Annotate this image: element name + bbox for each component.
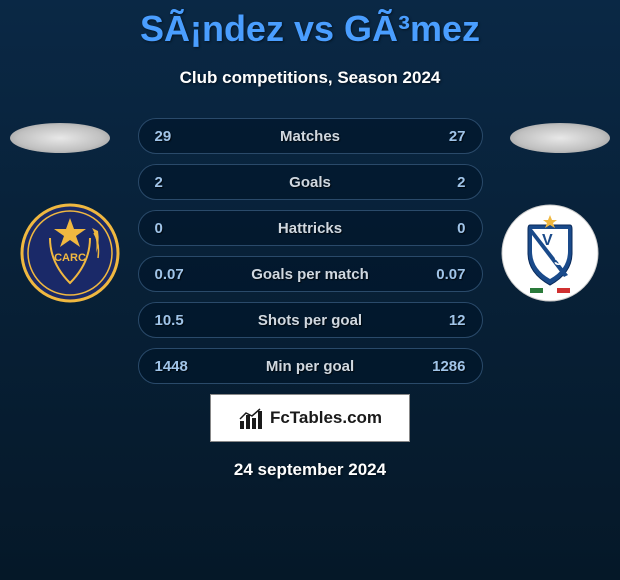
logo-text: FcTables.com [270, 408, 382, 428]
content-area: CARC V S 29 Matches 27 2 Goals 2 [0, 118, 620, 480]
stat-left-value: 1448 [155, 358, 215, 375]
stat-right-value: 27 [406, 128, 466, 145]
stat-left-value: 0 [155, 220, 215, 237]
stat-label: Goals [289, 174, 331, 191]
subtitle: Club competitions, Season 2024 [0, 68, 620, 88]
page-title: SÃ¡ndez vs GÃ³mez [0, 0, 620, 50]
stat-row: 10.5 Shots per goal 12 [138, 302, 483, 338]
fctables-logo: FcTables.com [210, 394, 410, 442]
stat-left-value: 2 [155, 174, 215, 191]
svg-text:CARC: CARC [54, 252, 86, 264]
stat-row: 0.07 Goals per match 0.07 [138, 256, 483, 292]
stats-container: 29 Matches 27 2 Goals 2 0 Hattricks 0 0.… [138, 118, 483, 384]
date-text: 24 september 2024 [0, 460, 620, 480]
stat-right-value: 0.07 [406, 266, 466, 283]
crest-velez-icon: V S [500, 203, 600, 303]
stat-row: 0 Hattricks 0 [138, 210, 483, 246]
svg-text:S: S [554, 252, 563, 268]
stat-right-value: 2 [406, 174, 466, 191]
stat-row: 29 Matches 27 [138, 118, 483, 154]
stat-right-value: 12 [406, 312, 466, 329]
stat-left-value: 10.5 [155, 312, 215, 329]
team-crest-right: V S [500, 203, 600, 303]
svg-text:V: V [542, 232, 553, 249]
stat-label: Matches [280, 128, 340, 145]
pedestal-left [10, 123, 110, 153]
pedestal-right [510, 123, 610, 153]
chart-icon [238, 405, 264, 431]
stat-label: Hattricks [278, 220, 342, 237]
stat-label: Goals per match [251, 266, 369, 283]
stat-row: 1448 Min per goal 1286 [138, 348, 483, 384]
stat-right-value: 0 [406, 220, 466, 237]
stat-right-value: 1286 [406, 358, 466, 375]
stat-label: Min per goal [266, 358, 354, 375]
team-crest-left: CARC [20, 203, 120, 303]
stat-label: Shots per goal [258, 312, 362, 329]
crest-carc-icon: CARC [20, 203, 120, 303]
stat-row: 2 Goals 2 [138, 164, 483, 200]
stat-left-value: 29 [155, 128, 215, 145]
stat-left-value: 0.07 [155, 266, 215, 283]
